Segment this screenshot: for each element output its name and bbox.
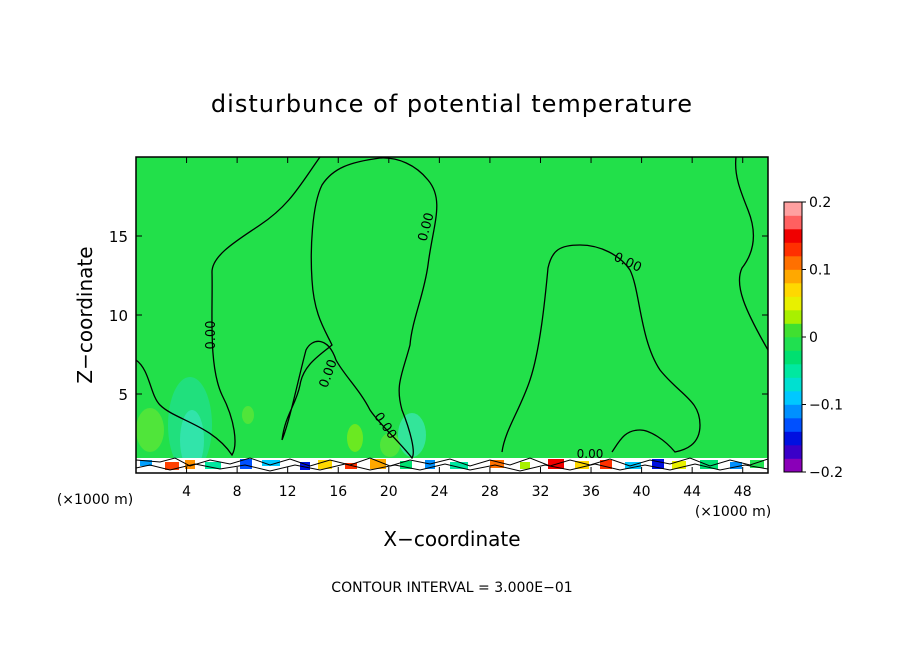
- colorbar-swatch: [784, 404, 802, 419]
- plot-area: 0.00 0.00 0.00 0.00 0.00 0.00 4 8 12 16 20 24…: [109, 156, 769, 500]
- contour-interval-note: CONTOUR INTERVAL = 3.000E−01: [331, 580, 572, 596]
- warm-patch: [242, 406, 254, 424]
- colorbar: 0.2 0.1 0 −0.1 −0.2: [783, 195, 843, 481]
- x-axis: 4 8 12 16 20 24 28 32 36 40 44 48: [182, 157, 752, 500]
- x-tick-label: 28: [481, 484, 499, 500]
- colorbar-swatch: [784, 283, 802, 297]
- colorbar-swatch: [784, 323, 802, 338]
- colorbar-swatch: [784, 337, 802, 351]
- surface-patch: [750, 460, 764, 468]
- surface-patch: [730, 462, 742, 469]
- contour-line: [734, 156, 769, 351]
- colorbar-tick-label: −0.2: [809, 465, 843, 481]
- colorbar-swatch: [784, 242, 802, 257]
- surface-patch: [165, 462, 179, 470]
- colorbar-swatch: [784, 418, 802, 432]
- contour-label: 0.00: [416, 211, 438, 243]
- warm-patch: [136, 408, 164, 452]
- contour-line: [281, 157, 438, 460]
- colorbar-tick-label: −0.1: [809, 398, 843, 414]
- contour-label: 0.00: [577, 447, 604, 461]
- surface-patch: [262, 460, 280, 466]
- surface-patch: [345, 463, 357, 469]
- shading-patches: [136, 377, 426, 473]
- colorbar-swatch: [784, 377, 802, 392]
- x-tick-label: 12: [279, 484, 297, 500]
- colorbar-swatch: [784, 431, 802, 446]
- x-tick-label: 8: [233, 484, 242, 500]
- y-tick-label: 15: [109, 228, 128, 246]
- colorbar-tick-label: 0.2: [809, 195, 831, 211]
- zero-contours: [135, 156, 769, 460]
- colorbar-swatch: [784, 458, 802, 473]
- contour-line: [501, 244, 701, 453]
- x-axis-unit-right: (×1000 m): [695, 504, 771, 520]
- surface-patch: [450, 462, 468, 469]
- x-tick-label: 4: [182, 484, 191, 500]
- x-tick-label: 20: [380, 484, 398, 500]
- surface-patch: [240, 459, 252, 469]
- colorbar-swatch: [784, 445, 802, 459]
- warm-patch: [347, 424, 363, 452]
- colorbar-swatch: [784, 229, 802, 243]
- colorbar-swatch: [784, 364, 802, 378]
- surface-patch: [600, 460, 612, 469]
- x-tick-label: 44: [683, 484, 701, 500]
- surface-patch: [672, 461, 686, 469]
- surface-patch: [370, 459, 386, 469]
- surface-patch: [520, 462, 530, 469]
- colorbar-swatch: [784, 269, 802, 284]
- colorbar-tick-label: 0: [809, 330, 818, 346]
- x-tick-label: 24: [430, 484, 448, 500]
- surface-patch: [400, 461, 412, 469]
- y-axis-label: Z−coordinate: [73, 246, 97, 383]
- colorbar-swatch: [784, 296, 802, 311]
- colorbar-swatch: [784, 350, 802, 365]
- surface-patch: [700, 460, 718, 469]
- surface-patch: [318, 460, 332, 469]
- colorbar-swatch: [784, 310, 802, 324]
- colorbar-swatch: [784, 202, 802, 216]
- surface-patch: [140, 460, 152, 466]
- colorbar-swatch: [784, 256, 802, 270]
- colorbar-tick-label: 0.1: [809, 263, 831, 279]
- x-tick-label: 16: [329, 484, 347, 500]
- y-tick-label: 10: [109, 307, 128, 325]
- x-tick-label: 36: [582, 484, 600, 500]
- surface-patch: [185, 460, 195, 469]
- colorbar-swatch: [784, 215, 802, 230]
- contour-label: 0.00: [204, 321, 219, 350]
- surface-contours: [135, 463, 769, 472]
- x-tick-label: 32: [532, 484, 550, 500]
- surface-patch: [575, 461, 589, 469]
- colorbar-swatch: [784, 391, 802, 405]
- cool-patch: [398, 413, 426, 457]
- surface-patch: [652, 459, 664, 469]
- y-axis: 5 10 15: [109, 228, 768, 404]
- x-tick-label: 40: [633, 484, 651, 500]
- x-axis-label: X−coordinate: [383, 527, 520, 551]
- surface-patch: [205, 462, 221, 469]
- surface-contours: [135, 457, 769, 467]
- y-tick-label: 5: [118, 386, 128, 404]
- x-tick-label: 48: [734, 484, 752, 500]
- field-background: [136, 157, 768, 473]
- contour-line: [135, 156, 321, 457]
- surface-patch: [490, 460, 504, 468]
- chart-title: disturbunce of potential temperature: [211, 90, 693, 118]
- surface-patch: [300, 462, 310, 470]
- x-axis-unit-left: (×1000 m): [57, 492, 133, 508]
- cool-patch: [180, 410, 204, 470]
- surface-layer: [135, 457, 769, 473]
